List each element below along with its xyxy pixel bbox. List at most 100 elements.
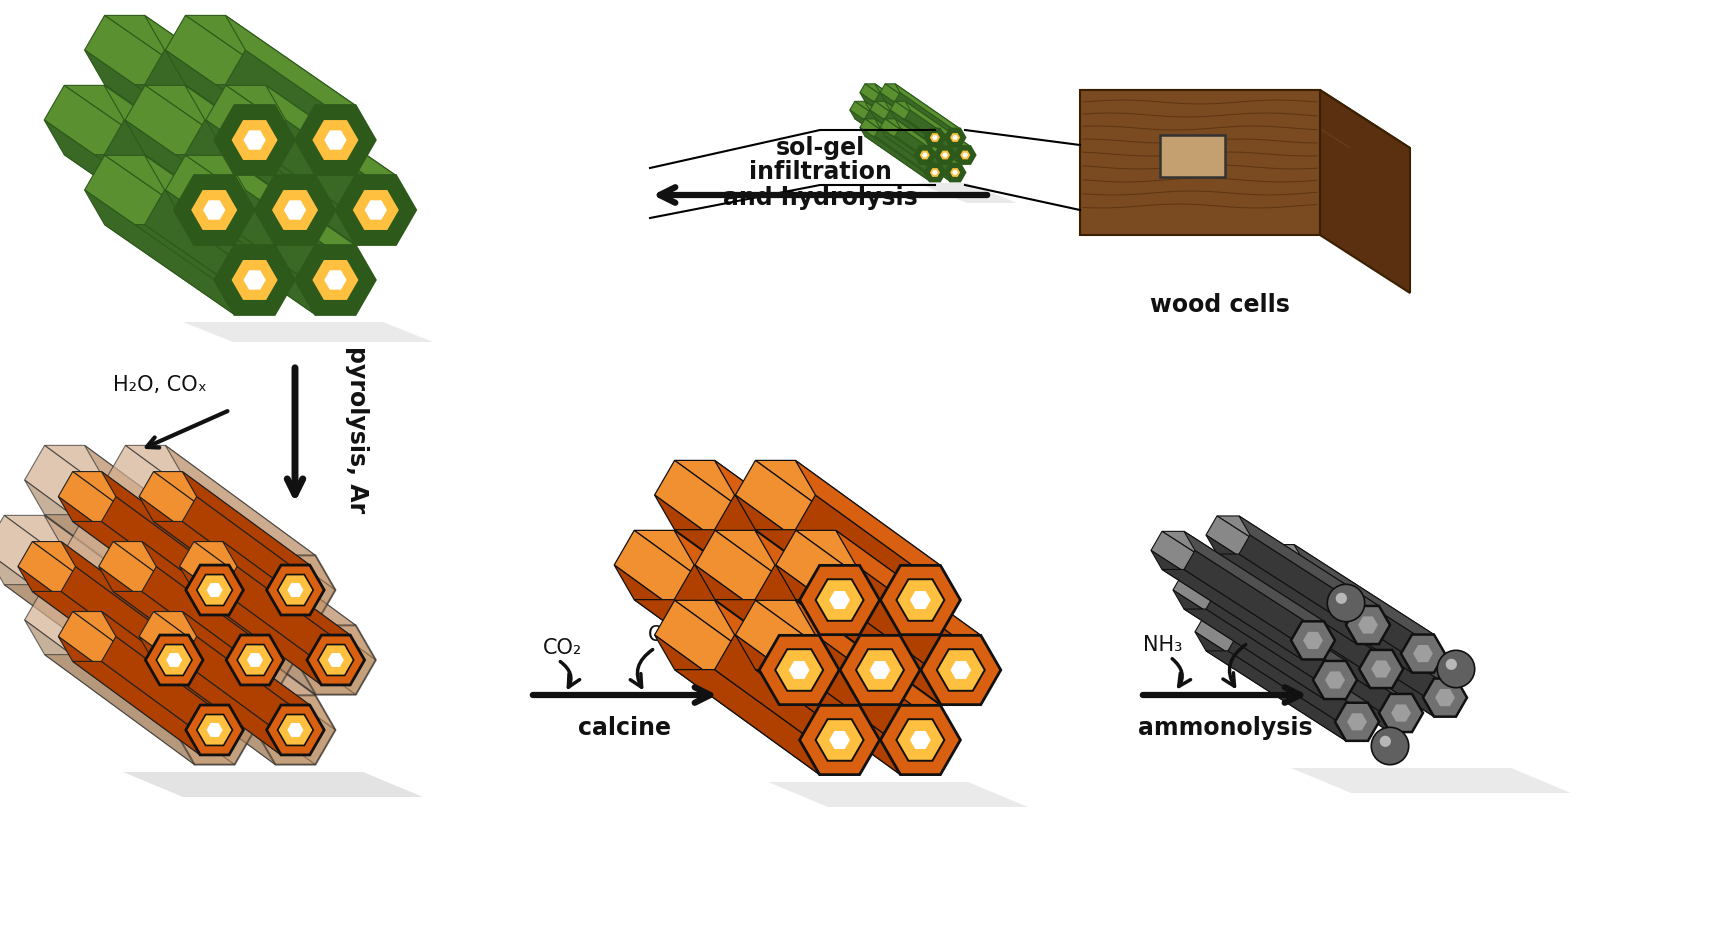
Polygon shape (788, 661, 809, 679)
Polygon shape (909, 591, 930, 609)
Polygon shape (896, 102, 970, 146)
Polygon shape (185, 120, 335, 245)
Polygon shape (1283, 608, 1433, 716)
Polygon shape (1195, 632, 1345, 741)
Polygon shape (45, 585, 235, 695)
Polygon shape (138, 497, 282, 615)
Polygon shape (875, 119, 949, 163)
Polygon shape (0, 550, 154, 694)
Polygon shape (126, 585, 315, 695)
Polygon shape (835, 565, 1001, 705)
Polygon shape (226, 86, 396, 176)
Polygon shape (864, 110, 935, 163)
Polygon shape (655, 635, 820, 774)
Polygon shape (854, 102, 930, 146)
Polygon shape (325, 130, 346, 150)
Polygon shape (949, 132, 961, 142)
Polygon shape (896, 127, 965, 181)
Polygon shape (45, 446, 235, 556)
Polygon shape (197, 575, 232, 605)
Polygon shape (182, 636, 325, 755)
Polygon shape (1324, 672, 1345, 689)
Polygon shape (1081, 90, 1411, 148)
Polygon shape (73, 661, 228, 755)
Polygon shape (880, 119, 951, 173)
Polygon shape (166, 15, 315, 140)
Polygon shape (278, 575, 313, 605)
Polygon shape (33, 592, 188, 685)
Polygon shape (880, 705, 960, 774)
Polygon shape (946, 129, 965, 146)
Polygon shape (756, 461, 941, 565)
Polygon shape (104, 85, 275, 175)
Polygon shape (1184, 609, 1345, 699)
Polygon shape (896, 119, 965, 173)
Polygon shape (735, 600, 901, 740)
Polygon shape (864, 136, 941, 181)
Polygon shape (795, 530, 980, 636)
Polygon shape (875, 127, 946, 181)
Polygon shape (124, 550, 296, 694)
Polygon shape (1293, 544, 1445, 654)
Polygon shape (909, 731, 930, 749)
Polygon shape (859, 119, 930, 173)
Polygon shape (104, 120, 254, 245)
Polygon shape (166, 156, 315, 280)
Polygon shape (1207, 516, 1357, 625)
Polygon shape (365, 200, 387, 219)
Polygon shape (953, 170, 958, 175)
Polygon shape (1152, 531, 1302, 640)
Polygon shape (1293, 627, 1456, 716)
Polygon shape (849, 102, 920, 155)
Polygon shape (949, 167, 961, 178)
Polygon shape (33, 542, 188, 635)
Polygon shape (1172, 590, 1324, 699)
Polygon shape (1293, 589, 1456, 678)
Polygon shape (102, 636, 244, 755)
Polygon shape (104, 156, 275, 245)
Polygon shape (266, 86, 415, 210)
Polygon shape (64, 155, 233, 245)
Polygon shape (142, 542, 284, 660)
Polygon shape (112, 542, 270, 635)
Polygon shape (614, 565, 780, 705)
Polygon shape (123, 772, 424, 797)
Polygon shape (1184, 550, 1335, 659)
Circle shape (1371, 728, 1409, 765)
Polygon shape (244, 270, 266, 290)
Polygon shape (135, 625, 214, 694)
Polygon shape (875, 102, 949, 146)
Polygon shape (145, 86, 315, 176)
Polygon shape (166, 585, 335, 730)
Polygon shape (1319, 90, 1411, 293)
Polygon shape (126, 446, 315, 556)
Polygon shape (66, 550, 235, 694)
Polygon shape (61, 542, 202, 660)
Polygon shape (864, 119, 941, 163)
Polygon shape (1160, 135, 1226, 177)
Polygon shape (138, 471, 282, 590)
Polygon shape (937, 649, 986, 691)
Polygon shape (674, 461, 859, 565)
Polygon shape (859, 84, 930, 138)
Text: NH₃: NH₃ (1143, 635, 1183, 655)
Polygon shape (1217, 554, 1380, 644)
Polygon shape (1435, 689, 1454, 706)
Polygon shape (45, 120, 194, 245)
Polygon shape (73, 471, 228, 565)
Polygon shape (1252, 560, 1404, 669)
Polygon shape (85, 515, 275, 625)
Polygon shape (206, 723, 223, 737)
Polygon shape (1304, 632, 1323, 649)
Polygon shape (102, 497, 244, 615)
Polygon shape (925, 129, 946, 146)
Polygon shape (166, 50, 315, 175)
Polygon shape (1217, 516, 1380, 606)
Polygon shape (105, 620, 275, 765)
Polygon shape (1162, 569, 1324, 659)
Polygon shape (1219, 579, 1369, 688)
Polygon shape (45, 86, 194, 210)
Polygon shape (247, 653, 263, 667)
Polygon shape (166, 620, 335, 765)
Polygon shape (635, 530, 820, 636)
